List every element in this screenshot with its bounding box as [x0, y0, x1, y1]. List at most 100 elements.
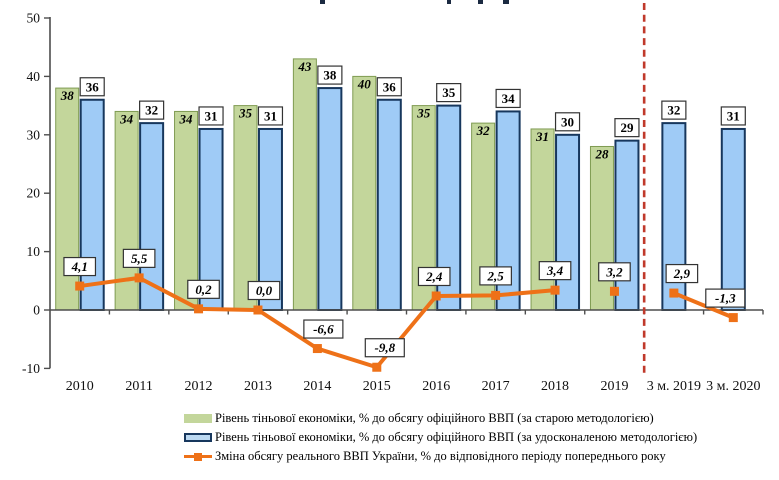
- cropped-title-fragment: [478, 0, 483, 4]
- line-value-boxes: 4,1 5,5 0,2 0,0 -6,6 -9,8 2,4 2,5 3,4 3,2 2,9 -1,3: [63, 248, 746, 358]
- bar-label-improved-2013: 31: [264, 108, 277, 123]
- bar-label-box: [376, 77, 402, 97]
- bar-label-box: [317, 65, 343, 85]
- line-label-box: [247, 280, 281, 301]
- gdp-point-3 м. 2020: [728, 313, 738, 323]
- y-tick-label: 0: [33, 303, 40, 318]
- bar-label-box: [554, 112, 581, 132]
- bar-label-old-2017: 32: [476, 123, 491, 138]
- bar-label-improved-2019: 29: [620, 120, 634, 135]
- line-label-2017: 2,5: [487, 268, 505, 283]
- x-label-2018: 2018: [541, 379, 569, 394]
- line-label-3 м. 2020: -1,3: [715, 291, 736, 306]
- cropped-title-fragment: [447, 0, 451, 4]
- gdp-point-2011: [134, 273, 144, 283]
- legend-item-old-methodology: Рівень тіньової економіки, % до обсягу о…: [184, 409, 697, 428]
- line-label-2014: -6,6: [313, 322, 334, 337]
- legend-item-improved-methodology: Рівень тіньової економіки, % до обсягу о…: [184, 428, 697, 447]
- gdp-point-2015: [372, 362, 382, 372]
- line-label-box: [598, 262, 631, 282]
- bar-old-2015: [352, 75, 377, 311]
- bar-label-old-2012: 34: [179, 111, 194, 126]
- bar-label-box: [661, 100, 687, 120]
- x-label-2010: 2010: [66, 379, 94, 394]
- bar-label-box: [198, 106, 224, 126]
- gdp-point-2016: [431, 291, 441, 301]
- x-label-2014: 2014: [303, 379, 331, 394]
- x-labels: 2010 2011 2012 2013 2014 2015 2016 2017 2018 2019…: [66, 379, 761, 394]
- line-label-box: [479, 266, 512, 286]
- line-label-2013: 0,0: [256, 283, 273, 298]
- gdp-line: [75, 273, 738, 372]
- line-label-box: [63, 256, 97, 277]
- line-label-box: [364, 338, 405, 358]
- x-label-2017: 2017: [482, 379, 510, 394]
- bar-label-improved-2016: 35: [442, 85, 456, 100]
- bar-label-box: [79, 77, 105, 97]
- x-label-2015: 2015: [363, 379, 391, 394]
- bar-label-old-2016: 35: [416, 106, 431, 121]
- bar-label-box: [139, 100, 165, 120]
- cropped-title-fragment: [320, 0, 325, 4]
- y-tick-label: 30: [27, 127, 41, 142]
- axes: -10 0 10 20 30 40 50: [22, 11, 764, 376]
- bar-label-old-2015: 40: [357, 76, 372, 91]
- bar-label-box: [614, 118, 640, 138]
- gdp-point-2019: [609, 286, 619, 296]
- line-label-box: [417, 266, 451, 287]
- bar-old-2010: [55, 87, 80, 311]
- bar-label-old-2013: 35: [238, 106, 253, 121]
- bar-label-old-2019: 28: [594, 146, 609, 161]
- green-bar-swatch-icon: [184, 414, 212, 423]
- line-label-box: [665, 263, 699, 284]
- gdp-point-2010: [75, 281, 85, 291]
- cropped-title-fragment: [503, 0, 509, 4]
- bars-improved-methodology: [79, 87, 746, 312]
- bar-improved-2010: [79, 98, 105, 312]
- line-label-2018: 3,4: [546, 263, 564, 278]
- y-tick-label: 40: [27, 69, 41, 84]
- bar-value-boxes: 36 32 31 31 38 36 35 34 30 29 32 31: [79, 65, 746, 138]
- line-label-box: [187, 279, 220, 299]
- gdp-point-2013: [253, 305, 263, 315]
- gdp-line-segment: [671, 291, 736, 320]
- bar-label-old-2018: 31: [535, 129, 549, 144]
- gdp-point-2017: [491, 290, 501, 300]
- bar-old-2018: [530, 128, 555, 311]
- gdp-point-2014: [312, 344, 322, 354]
- bar-old-2014: [292, 58, 317, 311]
- legend-label-improved-methodology: Рівень тіньової економіки, % до обсягу о…: [215, 430, 698, 444]
- y-tick-label: -10: [22, 361, 40, 376]
- x-label-2012: 2012: [185, 379, 213, 394]
- bar-label-improved-2014: 38: [323, 68, 337, 83]
- line-label-3 м. 2019: 2,9: [673, 266, 691, 281]
- bar-label-improved-3 м. 2020: 31: [727, 108, 740, 123]
- gdp-point-3 м. 2019: [669, 288, 679, 298]
- bar-label-improved-2018: 30: [561, 114, 574, 129]
- bar-label-improved-2010: 36: [86, 79, 100, 94]
- x-label-2011: 2011: [125, 379, 152, 394]
- line-label-2016: 2,4: [425, 269, 443, 284]
- y-tick-label: 50: [27, 11, 41, 26]
- bar-improved-2018: [555, 133, 581, 311]
- y-tick-label: 20: [27, 186, 41, 201]
- blue-bar-swatch-icon: [184, 433, 212, 442]
- gdp-point-2018: [550, 285, 560, 295]
- bar-label-improved-2017: 34: [502, 91, 516, 106]
- bar-label-improved-2011: 32: [145, 103, 158, 118]
- x-label-2016: 2016: [422, 379, 450, 394]
- line-label-box: [122, 248, 156, 268]
- line-label-2015: -9,8: [374, 340, 395, 355]
- bar-improved-2019: [614, 139, 640, 311]
- line-label-box: [303, 319, 344, 339]
- legend-label-gdp-change: Зміна обсягу реального ВВП України, % до…: [215, 449, 666, 463]
- line-label-box: [705, 288, 746, 308]
- x-label-2019: 2019: [600, 379, 628, 394]
- bar-label-box: [495, 88, 521, 109]
- bar-label-old-2014: 43: [297, 59, 312, 74]
- bar-label-box: [436, 82, 462, 103]
- orange-line-marker-swatch-icon: [184, 452, 212, 461]
- gdp-point-2012: [194, 304, 204, 314]
